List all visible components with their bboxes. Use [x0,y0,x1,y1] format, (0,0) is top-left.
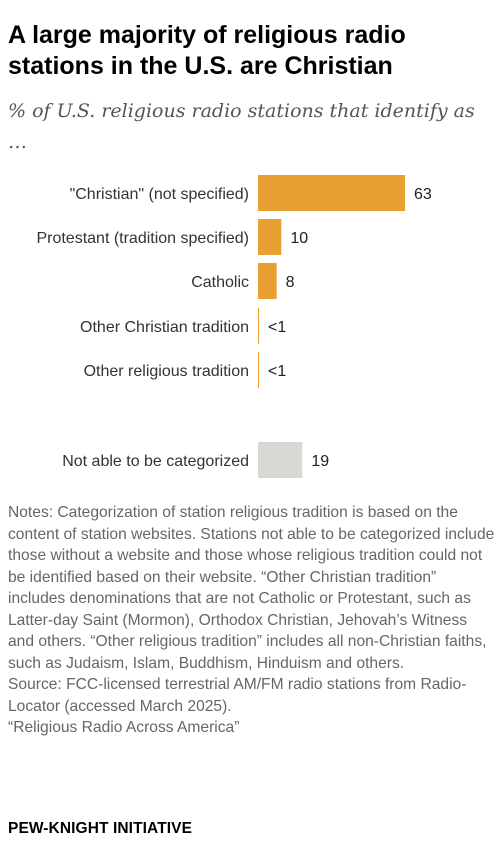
source-text: Source: FCC-licensed terrestrial AM/FM r… [8,676,467,715]
category-label-christian-not-specified: "Christian" (not specified) [70,186,249,203]
brand-logo-text: PEW-KNIGHT INITIATIVE [8,820,193,837]
category-label-protestant-tradition-specified: Protestant (tradition specified) [36,230,249,247]
value-label-christian-not-specified: 63 [414,186,432,203]
chart-subtitle: % of U.S. religious radio stations that … [8,100,475,153]
category-label-catholic: Catholic [191,274,249,291]
value-label-not-able-to-be-categorized: 19 [311,453,329,470]
report-title: “Religious Radio Across America” [8,719,240,736]
value-label-other-religious-tradition: <1 [268,363,286,380]
notes-section: Notes: Categorization of station religio… [8,502,495,739]
category-label-other-christian-tradition: Other Christian tradition [80,319,249,336]
bar-other-religious-tradition [258,352,259,388]
bar-not-able-to-be-categorized [258,442,303,478]
bar-catholic [258,263,277,299]
notes-text: Notes: Categorization of station religio… [8,504,495,672]
value-label-other-christian-tradition: <1 [268,319,286,336]
bar-other-christian-tradition [258,308,259,344]
bar-chart: "Christian" (not specified) 63 Protestant … [36,175,432,478]
bar-protestant-tradition-specified [258,219,282,255]
category-label-not-able-to-be-categorized: Not able to be categorized [62,453,249,470]
chart-title: A large majority of religious radio stat… [8,21,406,80]
value-label-catholic: 8 [286,274,295,291]
bar-christian-not-specified [258,175,405,211]
category-label-other-religious-tradition: Other religious tradition [84,363,249,380]
value-label-protestant-tradition-specified: 10 [290,230,308,247]
